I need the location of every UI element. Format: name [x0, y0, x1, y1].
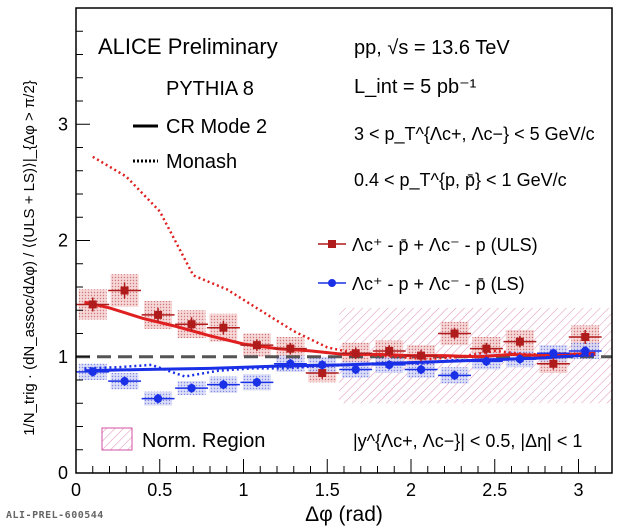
legend-dotted-label: Monash — [166, 151, 237, 173]
x-tick-label: 2 — [406, 480, 416, 500]
uls-point — [351, 349, 360, 358]
uls-point — [318, 369, 327, 378]
lumi-label: L_int = 5 pb⁻¹ — [354, 76, 477, 98]
norm-region-legend-box — [101, 427, 133, 451]
y-tick-label: 0 — [58, 463, 68, 483]
ls-point — [482, 357, 491, 366]
uls-point — [549, 359, 558, 368]
uls-legend-label: Λc⁺ - p̄ + Λc⁻ - p (ULS) — [352, 235, 538, 255]
ls-point — [351, 365, 360, 374]
ls-point — [153, 394, 163, 403]
ls-point — [416, 365, 426, 374]
uls-point — [385, 346, 394, 355]
system-label: pp, √s = 13.6 TeV — [354, 37, 510, 59]
uls-point — [581, 332, 590, 341]
uls-legend-marker — [328, 240, 336, 248]
ls-point — [219, 380, 228, 389]
uls-point — [286, 344, 295, 353]
generator-label: PYTHIA 8 — [166, 78, 254, 100]
cuts-label: |y^{Λc+, Λc−}| < 0.5, |Δη| < 1 — [353, 431, 582, 451]
ls-point — [450, 371, 459, 380]
preliminary-label: ALICE Preliminary — [98, 34, 278, 59]
norm-region-label: Norm. Region — [142, 430, 265, 452]
ls-point — [385, 360, 394, 370]
uls-point — [120, 286, 129, 295]
uls-point — [252, 341, 261, 350]
ls-point — [88, 367, 97, 377]
ls-point — [252, 378, 262, 387]
uls-point — [482, 344, 491, 353]
uls-point — [450, 329, 459, 338]
uls-point — [417, 351, 426, 360]
cr-mode2-uls-curve — [84, 300, 596, 359]
legend-solid-label: CR Mode 2 — [166, 116, 267, 138]
pt-proton-label: 0.4 < p_T^{p, p̄} < 1 GeV/c — [354, 170, 567, 191]
x-tick-label: 0.5 — [147, 480, 172, 500]
ls-point — [286, 359, 295, 368]
ls-point — [120, 376, 129, 386]
y-tick-label: 1 — [58, 347, 68, 367]
ls-legend-marker — [328, 279, 336, 287]
x-axis-label: Δφ (rad) — [305, 503, 383, 526]
ls-point — [581, 346, 590, 356]
uls-point — [88, 300, 97, 309]
ls-point — [187, 383, 196, 393]
x-tick-label: 1 — [238, 480, 248, 500]
y-axis-label: 1/N_trig · (dN_assoc/dΔφ) / ⟨(ULS + LS)⟩… — [21, 80, 38, 436]
x-tick-label: 2.5 — [482, 480, 507, 500]
ls-point — [549, 349, 558, 358]
ls-legend-label: Λc⁺ - p + Λc⁻ - p̄ (LS) — [352, 274, 525, 294]
pt-lambda-label: 3 < p_T^{Λc+, Λc−} < 5 GeV/c — [354, 124, 595, 145]
ls-point — [318, 360, 327, 370]
uls-point — [187, 320, 196, 329]
y-tick-label: 3 — [58, 114, 68, 134]
y-tick-label: 2 — [58, 231, 68, 251]
x-tick-label: 1.5 — [315, 480, 340, 500]
ls-point — [515, 354, 525, 364]
uls-point — [219, 323, 228, 332]
uls-point — [515, 337, 524, 346]
uls-point — [154, 310, 163, 319]
x-tick-label: 0 — [71, 480, 81, 500]
monash-ls-curve — [84, 354, 596, 378]
x-tick-label: 3 — [573, 480, 583, 500]
preliminary-id: ALI-PREL-600544 — [6, 510, 104, 521]
